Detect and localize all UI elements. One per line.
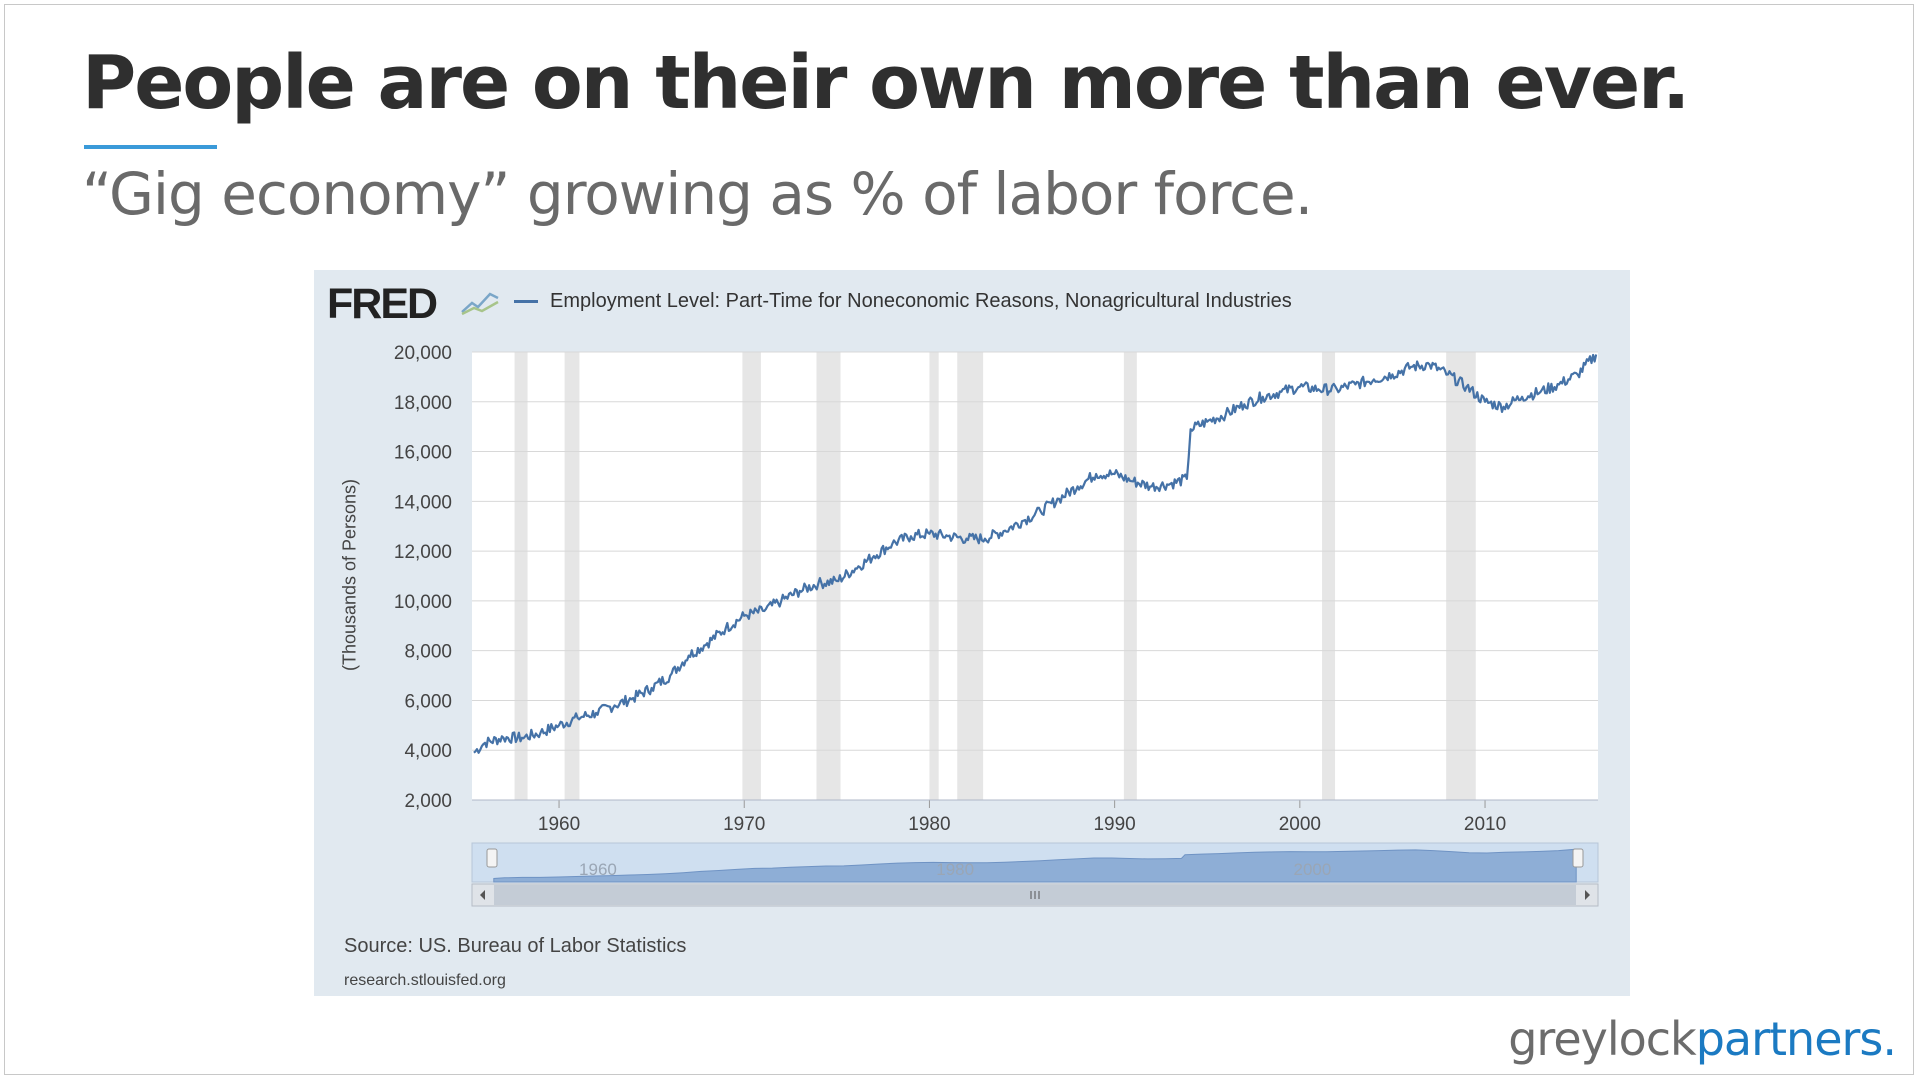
navigator-label: 1980 bbox=[936, 860, 974, 879]
recession-band bbox=[816, 352, 841, 800]
legend-label: Employment Level: Part-Time for Nonecono… bbox=[550, 290, 1292, 312]
slide-title: People are on their own more than ever. bbox=[82, 40, 1690, 126]
slide-frame bbox=[4, 4, 1914, 1075]
y-tick-label: 2,000 bbox=[404, 791, 452, 812]
y-tick-label: 16,000 bbox=[394, 443, 452, 464]
y-tick-label: 18,000 bbox=[394, 393, 452, 414]
line-chart[interactable]: 2,000 4,000 6,000 8,000 10,000 12,000 14,000 16… bbox=[314, 270, 1630, 996]
chart-legend: Employment Level: Part-Time for Nonecono… bbox=[514, 290, 1292, 313]
recession-band bbox=[564, 352, 580, 800]
legend-swatch bbox=[514, 300, 538, 304]
recession-band bbox=[514, 352, 528, 800]
recession-band bbox=[1123, 352, 1137, 800]
navigator-handle[interactable] bbox=[486, 848, 498, 868]
recession-band bbox=[1446, 352, 1476, 800]
navigator-series bbox=[493, 848, 1577, 883]
y-tick-label: 8,000 bbox=[404, 642, 452, 663]
navigator-handle[interactable] bbox=[1572, 848, 1584, 868]
x-tick-label: 1970 bbox=[723, 814, 765, 835]
title-underline bbox=[84, 145, 217, 149]
brand-logo: greylockpartners. bbox=[1508, 1012, 1897, 1066]
y-tick-label: 4,000 bbox=[404, 741, 452, 762]
x-tick-label: 2010 bbox=[1464, 814, 1506, 835]
x-tick-label: 1960 bbox=[538, 814, 580, 835]
recession-band bbox=[929, 352, 939, 800]
slide-subtitle: “Gig economy” growing as % of labor forc… bbox=[82, 160, 1313, 228]
recession-band bbox=[1322, 352, 1336, 800]
brand-logo-blue: partners. bbox=[1695, 1012, 1897, 1066]
data-series-line bbox=[473, 353, 1598, 754]
navigator-label: 2000 bbox=[1294, 860, 1332, 879]
y-tick-label: 12,000 bbox=[394, 542, 452, 563]
brand-logo-grey: greylock bbox=[1508, 1012, 1696, 1066]
fred-logo: FRED bbox=[327, 280, 438, 328]
plot-area bbox=[472, 352, 1598, 800]
x-tick-label: 1980 bbox=[908, 814, 950, 835]
fred-chart-panel: FRED Employment Level: Part-Time for Non… bbox=[314, 270, 1630, 996]
scroll-left-arrow-icon[interactable] bbox=[480, 890, 485, 900]
scroll-right-arrow-icon[interactable] bbox=[1585, 890, 1590, 900]
y-tick-label: 6,000 bbox=[404, 691, 452, 712]
y-tick-label: 14,000 bbox=[394, 492, 452, 513]
source-note: Source: US. Bureau of Labor Statistics bbox=[344, 935, 687, 957]
x-tick-label: 2000 bbox=[1279, 814, 1321, 835]
y-tick-label: 10,000 bbox=[394, 592, 452, 613]
x-tick-label: 1990 bbox=[1093, 814, 1135, 835]
y-tick-label: 20,000 bbox=[394, 343, 452, 364]
source-site: research.stlouisfed.org bbox=[344, 972, 506, 989]
recession-band bbox=[957, 352, 984, 800]
chart-trend-icon bbox=[461, 292, 499, 316]
navigator-label: 1960 bbox=[579, 860, 617, 879]
recession-band bbox=[742, 352, 761, 800]
